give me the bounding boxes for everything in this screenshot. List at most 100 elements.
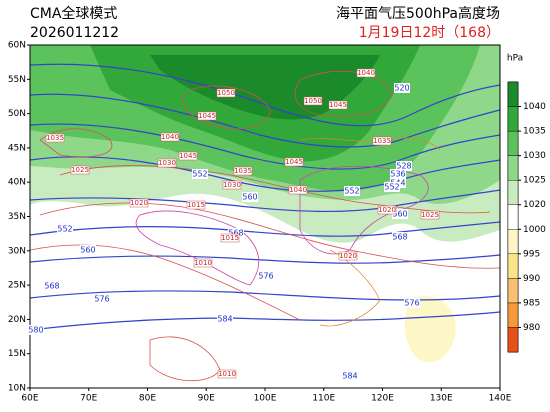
lat-label: 10N xyxy=(8,384,26,394)
lat-label: 25N xyxy=(8,281,26,291)
height-contour-label: 560 xyxy=(392,210,407,219)
lon-label: 90E xyxy=(198,394,215,404)
colorbar-bin xyxy=(507,204,519,230)
product-title: 海平面气压500hPa高度场 xyxy=(336,5,500,22)
pressure-label-bg xyxy=(216,88,236,98)
lat-label: 60N xyxy=(8,41,26,51)
height-label-bg xyxy=(94,294,110,304)
height-contour-label: 552 xyxy=(384,183,399,192)
height-contour-label: 576 xyxy=(258,272,273,281)
height-label-bg xyxy=(80,245,96,255)
height-label-bg xyxy=(344,186,360,196)
pressure-contour-label: 1040 xyxy=(161,133,179,141)
colorbar-bin xyxy=(507,130,519,156)
map-area xyxy=(30,45,500,388)
lon-label: 100E xyxy=(254,394,277,404)
lon-label: 140E xyxy=(489,394,512,404)
height-label-bg xyxy=(392,232,408,242)
pressure-contour-label: 1025 xyxy=(421,211,439,219)
colorbar-bin xyxy=(507,155,519,181)
pressure-contour-label: 1030 xyxy=(223,181,241,189)
pressure-label-bg xyxy=(328,100,348,110)
pressure-label-bg xyxy=(338,251,358,261)
colorbar-label: 1035 xyxy=(523,127,546,137)
lon-label: 70E xyxy=(80,394,97,404)
colorbar-unit: hPa xyxy=(507,54,523,64)
lat-label: 15N xyxy=(8,349,26,359)
colorbar-label: 995 xyxy=(523,249,540,259)
init-time: 2026011212 xyxy=(30,25,119,41)
height-contour-label: 552 xyxy=(344,187,359,196)
pressure-label-bg xyxy=(217,369,237,379)
pressure-contour-label: 1010 xyxy=(194,259,212,267)
pressure-contour-label: 1045 xyxy=(329,101,347,109)
colorbar-label: 1030 xyxy=(523,151,546,161)
pressure-label-bg xyxy=(220,233,240,243)
colorbar-label: 1020 xyxy=(523,200,546,210)
lat-label: 30N xyxy=(8,246,26,256)
colorbar-bin xyxy=(507,229,519,255)
pressure-label-bg xyxy=(284,157,304,167)
colorbar-bin xyxy=(507,253,519,279)
lat-label: 35N xyxy=(8,212,26,222)
height-contour-label: 584 xyxy=(217,315,232,324)
pressure-label-bg xyxy=(372,136,392,146)
height-label-bg xyxy=(28,325,44,335)
height-label-bg xyxy=(392,209,408,219)
colorbar-label: 1040 xyxy=(523,102,546,112)
height-label-bg xyxy=(217,314,233,324)
pressure-label-bg xyxy=(288,185,308,195)
pressure-label-bg xyxy=(233,166,253,176)
colorbar-label: 990 xyxy=(523,274,540,284)
height-contour-label: 560 xyxy=(80,246,95,255)
colorbar-label: 980 xyxy=(523,323,540,333)
lat-label: 20N xyxy=(8,315,26,325)
colorbar-bin xyxy=(507,278,519,304)
height-label-bg xyxy=(192,169,208,179)
pressure-contour-label: 1045 xyxy=(198,112,216,120)
pressure-contour-label: 1050 xyxy=(217,89,235,97)
colorbar-label: 1000 xyxy=(523,225,546,235)
height-contour-label: 568 xyxy=(392,233,407,242)
colorbar-bin xyxy=(507,302,519,328)
pressure-label-bg xyxy=(178,151,198,161)
pressure-contour-label: 1020 xyxy=(378,206,396,214)
pressure-contour-label: 1045 xyxy=(285,158,303,166)
height-label-bg xyxy=(228,228,244,238)
pressure-contour-label: 1030 xyxy=(158,159,176,167)
colorbar-label: 985 xyxy=(523,298,540,308)
lon-label: 60E xyxy=(21,394,38,404)
lon-label: 120E xyxy=(371,394,394,404)
pressure-contour-label: 1020 xyxy=(339,252,357,260)
lat-label: 45N xyxy=(8,143,26,153)
height-label-bg xyxy=(394,83,410,93)
height-contour-label: 580 xyxy=(28,326,43,335)
height-contour-label: 520 xyxy=(394,84,409,93)
height-label-bg xyxy=(404,298,420,308)
height-contour-label: 528 xyxy=(396,162,411,171)
colorbar-bin xyxy=(507,327,519,353)
pressure-contour-label: 1035 xyxy=(234,167,252,175)
pressure-label-bg xyxy=(45,133,65,143)
pressure-contour-label: 1015 xyxy=(221,234,239,242)
height-label-bg xyxy=(342,371,358,381)
height-label-bg xyxy=(242,192,258,202)
valid-time: 1月19日12时（168） xyxy=(359,25,500,41)
lat-label: 55N xyxy=(8,75,26,85)
pressure-label-bg xyxy=(222,180,242,190)
height-label-bg xyxy=(44,281,60,291)
colorbar-label: 1025 xyxy=(523,176,546,186)
pressure-label-bg xyxy=(420,210,440,220)
height-contour-label: 536 xyxy=(390,170,405,179)
height-contour-label: 560 xyxy=(242,193,257,202)
pressure-label-bg xyxy=(356,68,376,78)
pressure-contour-label: 1050 xyxy=(304,97,322,105)
pressure-label-bg xyxy=(303,96,323,106)
height-contour-label: 552 xyxy=(57,225,72,234)
pressure-label-bg xyxy=(129,198,149,208)
height-label-bg xyxy=(384,182,400,192)
lat-label: 50N xyxy=(8,109,26,119)
lat-label: 40N xyxy=(8,178,26,188)
